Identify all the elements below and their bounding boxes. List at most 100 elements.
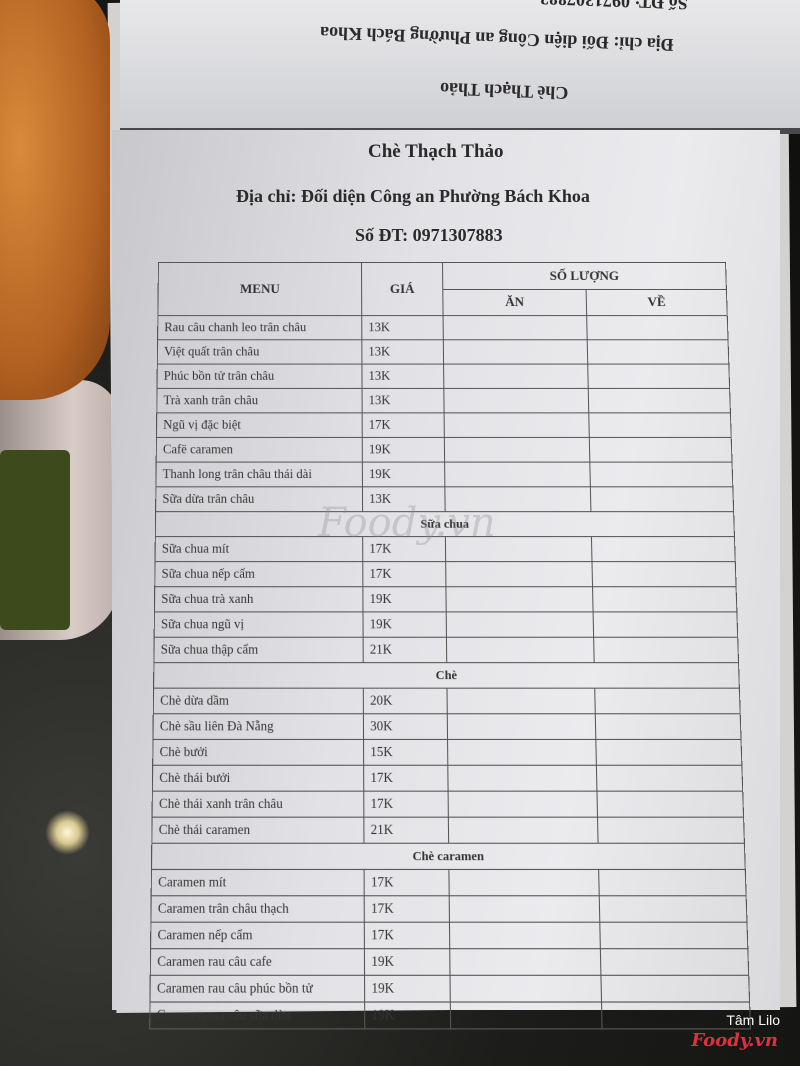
eat-in-qty-cell [447, 713, 596, 740]
item-price: 13K [361, 364, 444, 389]
photo-credit: Tâm Lilo [726, 1012, 780, 1028]
item-name: Chè thái bưởi [152, 765, 364, 792]
item-price: 17K [364, 895, 450, 923]
takeaway-qty-cell [593, 611, 738, 638]
takeaway-qty-cell [588, 388, 731, 413]
item-price: 19K [362, 437, 445, 463]
menu-row: Thanh long trân châu thái dài 19K [155, 462, 733, 487]
item-name: Chè thái xanh trân châu [152, 791, 364, 818]
col-price-header: GIÁ [361, 262, 444, 316]
item-price: 19K [364, 1002, 451, 1029]
menu-row: Caramen trân châu thạch 17K [150, 895, 747, 923]
menu-row: Cafë caramen 19K [156, 437, 733, 463]
item-name: Caramen rau câu sữa dừa [149, 1002, 365, 1029]
menu-row: Caramen mít 17K [151, 869, 747, 896]
eat-in-qty-cell [447, 739, 597, 766]
item-price: 17K [364, 922, 450, 949]
takeaway-qty-cell [595, 713, 742, 740]
item-price: 19K [364, 975, 451, 1003]
eat-in-qty-cell [443, 388, 589, 413]
item-price: 19K [362, 462, 445, 487]
item-name: Sữa chua nếp cẩm [154, 561, 363, 587]
takeaway-qty-cell [600, 948, 749, 976]
eat-in-qty-cell [445, 561, 593, 587]
takeaway-qty-cell [596, 765, 743, 792]
section-row: Chè caramen [151, 843, 746, 870]
menu-row: Sữa chua ngũ vị 19K [154, 611, 738, 638]
item-name: Caramen rau câu cafe [150, 948, 365, 976]
takeaway-qty-cell [599, 895, 747, 923]
item-name: Chè bưởi [152, 739, 364, 766]
item-name: Sữa chua trà xanh [154, 586, 363, 612]
item-price: 17K [362, 561, 446, 587]
menu-row: Ngũ vị đặc biệt 17K [156, 412, 732, 438]
item-price: 17K [363, 791, 449, 818]
item-price: 21K [363, 637, 447, 663]
item-name: Chè thái caramen [151, 817, 364, 844]
light-reflection [45, 810, 90, 855]
item-name: Ngũ vị đặc biệt [156, 412, 363, 438]
takeaway-qty-cell [594, 688, 741, 714]
menu-row: Sữa chua nếp cẩm 17K [154, 561, 737, 587]
item-name: Sữa chua thập cẩm [153, 637, 364, 663]
eat-in-qty-cell [444, 412, 590, 438]
takeaway-qty-cell [589, 437, 733, 463]
eat-in-qty-cell [445, 586, 594, 612]
menu-row: Chè thái bưởi 17K [152, 765, 743, 792]
item-price: 13K [362, 388, 445, 413]
folded-back-page: Số ĐT: 0971307883 Địa chỉ: Đối diện Công… [120, 0, 800, 134]
eat-in-qty-cell [448, 869, 600, 896]
hand [0, 0, 110, 400]
eat-in-qty-cell [448, 817, 599, 844]
item-price: 30K [363, 713, 448, 740]
item-price: 17K [364, 869, 450, 896]
item-price: 15K [363, 739, 448, 766]
item-price: 13K [361, 315, 444, 340]
item-price: 19K [362, 611, 447, 638]
watermark: Foody.vn [318, 500, 496, 546]
section-row: Chè [153, 662, 740, 689]
shop-name: Chè Thạch Thảo [368, 141, 504, 162]
item-name: Caramen trân châu thạch [150, 895, 365, 923]
item-price: 19K [362, 586, 447, 612]
menu-row: Caramen rau câu phúc bồn tử 19K [149, 975, 750, 1003]
item-name: Caramen rau câu phúc bồn tử [149, 975, 365, 1003]
menu-table: MENU GIÁ SỐ LƯỢNG ĂN VỀ Rau câu chanh le… [149, 262, 751, 1029]
takeaway-qty-cell [592, 561, 737, 587]
col-menu-header: MENU [157, 262, 362, 316]
menu-row: Chè bưởi 15K [152, 739, 742, 766]
section-title: Chè caramen [151, 843, 746, 870]
eat-in-qty-cell [446, 688, 596, 714]
takeaway-qty-cell [599, 922, 748, 949]
takeaway-qty-cell [598, 869, 747, 896]
menu-row: Trà xanh trân châu 13K [156, 388, 731, 413]
menu-row: Caramen rau câu cafe 19K [150, 948, 749, 976]
item-price: 13K [361, 339, 444, 365]
takeaway-qty-cell [597, 791, 744, 818]
item-name: Sữa chua ngũ vị [154, 611, 364, 638]
eat-in-qty-cell [443, 339, 588, 365]
item-name: Chè sầu liên Đà Nẵng [152, 713, 364, 740]
eat-in-qty-cell [444, 462, 591, 487]
eat-in-qty-cell [446, 611, 594, 638]
menu-row: Caramen nếp cẩm 17K [150, 922, 748, 949]
takeaway-qty-cell [601, 975, 750, 1003]
eat-in-qty-cell [447, 765, 598, 792]
menu-row: Chè sầu liên Đà Nẵng 30K [152, 713, 742, 740]
menu-row: Chè thái caramen 21K [151, 817, 745, 844]
menu-page [112, 130, 780, 1010]
item-name: Caramen nếp cẩm [150, 922, 365, 949]
col-quantity-header: SỐ LƯỢNG [442, 262, 727, 289]
item-price: 20K [363, 688, 448, 714]
item-price: 21K [363, 817, 449, 844]
takeaway-qty-cell [586, 315, 729, 340]
takeaway-qty-cell [592, 586, 737, 612]
item-price: 17K [362, 412, 445, 438]
item-name: Trà xanh trân châu [156, 388, 363, 413]
back-shop-name: Chè Thạch Thảo [439, 78, 569, 104]
col-eat-in-header: ĂN [442, 288, 587, 316]
takeaway-qty-cell [593, 637, 739, 663]
item-name: Rau câu chanh leo trân châu [157, 315, 362, 340]
item-name: Chè dừa dầm [153, 688, 364, 714]
item-price: 17K [363, 765, 449, 792]
